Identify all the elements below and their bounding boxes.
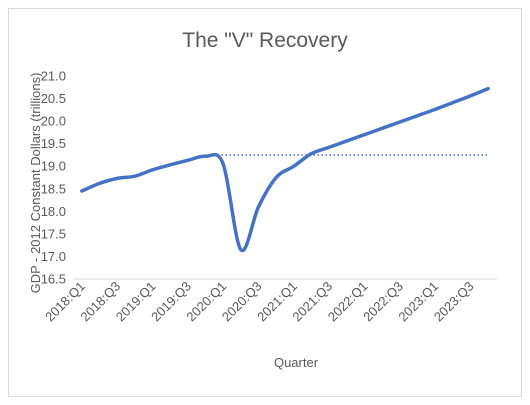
y-axis-title: GDP - 2012 Constant Dollars (trillions) [28,73,43,294]
y-tick-label: 20.0 [41,114,66,129]
y-tick-label: 17.0 [41,249,66,264]
y-tick-labels: 16.5 17.0 17.5 18.0 18.5 19.0 19.5 20.0 20.5 21.0 [41,69,66,287]
chart-title: The "V" Recovery [182,29,348,52]
y-tick-label: 20.5 [41,91,66,106]
y-tick-label: 17.5 [41,226,66,241]
y-tick-label: 18.5 [41,181,66,196]
x-axis-title: Quarter [274,355,319,370]
series-layer [80,86,490,253]
y-tick-label: 21.0 [41,69,66,84]
x-tick-label: 2023:Q3 [431,279,477,325]
y-tick-label: 16.5 [41,272,66,287]
chart-frame: The "V" Recovery Quarter GDP - 2012 Cons… [8,8,522,397]
y-tick-label: 18.0 [41,204,66,219]
chart-svg: The "V" Recovery Quarter GDP - 2012 Cons… [28,29,497,370]
x-tick-labels: 2018:Q12018:Q32019:Q12019:Q32020:Q12020:… [42,279,477,325]
gdp-series-line [80,86,490,253]
y-tick-label: 19.0 [41,159,66,174]
y-tick-label: 19.5 [41,136,66,151]
